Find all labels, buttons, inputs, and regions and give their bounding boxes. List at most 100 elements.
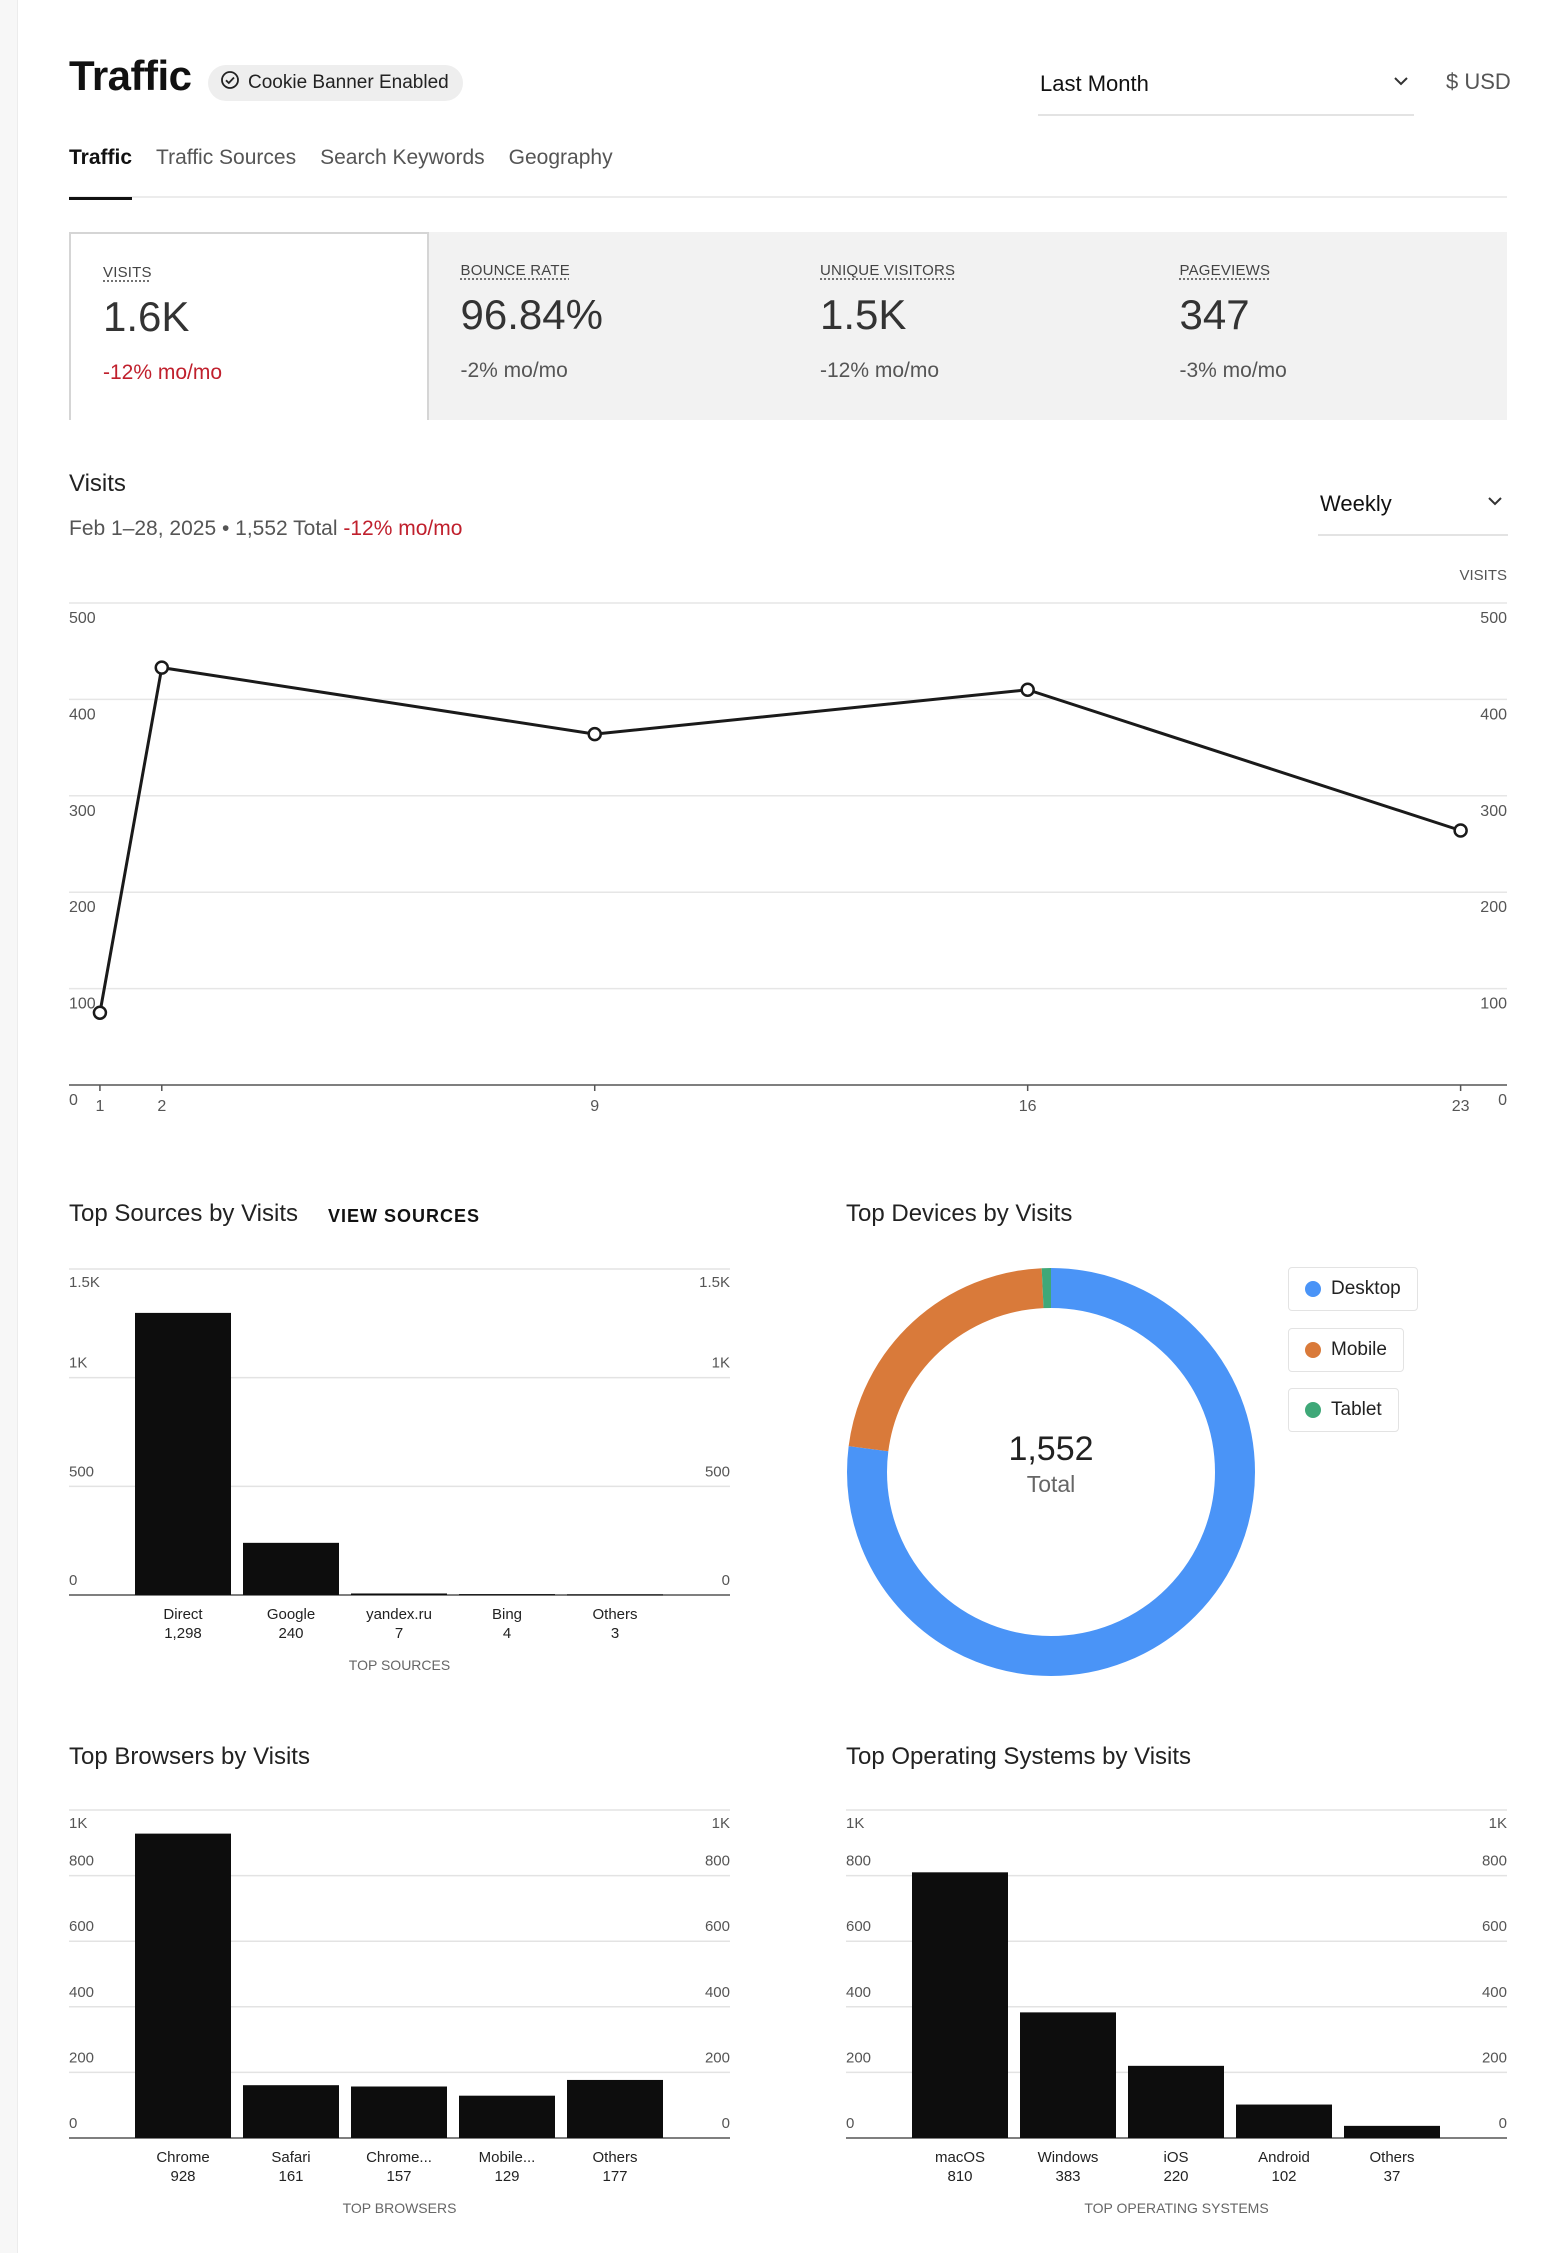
bar-category-label: Google — [267, 1606, 315, 1623]
x-axis-label: TOP BROWSERS — [343, 2200, 457, 2216]
x-axis-label: TOP OPERATING SYSTEMS — [1084, 2200, 1268, 2216]
bar-category-label: Others — [592, 1606, 637, 1623]
bar-value-label: 3 — [611, 1625, 619, 1642]
bar — [1344, 2125, 1440, 2138]
bar — [243, 2085, 339, 2138]
y-tick-label-right: 800 — [705, 1853, 730, 1870]
y-axis-label: VISITS — [1459, 567, 1507, 584]
bar — [351, 1593, 447, 1595]
data-point — [92, 1005, 108, 1020]
period-select[interactable]: Last Month — [1038, 60, 1414, 116]
y-tick-label-right: 500 — [705, 1463, 730, 1480]
currency-label[interactable]: $ USD — [1446, 69, 1511, 94]
kpi-delta: -12% mo/mo — [820, 359, 940, 382]
bar-value-label: 220 — [1163, 2168, 1188, 2185]
kpi-delta: -3% mo/mo — [1179, 359, 1287, 382]
bar — [912, 1872, 1008, 2138]
y-tick-label-right: 800 — [1482, 1853, 1507, 1870]
left-rail — [0, 0, 18, 2253]
kpi-card-visits[interactable]: VISITS 1.6K -12% mo/mo — [69, 232, 429, 420]
cookie-banner-badge[interactable]: Cookie Banner Enabled — [208, 65, 463, 101]
y-tick-label-left: 600 — [846, 1918, 871, 1935]
y-tick-label-left: 300 — [69, 803, 96, 820]
chevron-down-icon — [1484, 490, 1506, 518]
kpi-value: 347 — [1179, 291, 1250, 338]
donut-total-value: 1,552 — [1008, 1430, 1094, 1468]
bar-category-label: Safari — [271, 2149, 310, 2166]
bar-category-label: iOS — [1163, 2149, 1188, 2166]
legend-mobile[interactable]: Mobile — [1288, 1328, 1404, 1372]
interval-select[interactable]: Weekly — [1318, 480, 1508, 536]
bar-category-label: Android — [1258, 2149, 1310, 2166]
bar — [1128, 2065, 1224, 2138]
y-tick-label-right: 1K — [712, 1355, 730, 1372]
devices-donut-chart[interactable] — [846, 1265, 1256, 1680]
browsers-bar-chart[interactable]: 0 0 200 200 400 400 600 600 800 800 1K 1K Chrome 928 S… — [0, 1790, 780, 2230]
donut-slice-tablet — [847, 1268, 1255, 1676]
bar-category-label: Others — [1369, 2149, 1414, 2166]
bar-value-label: 7 — [395, 1625, 403, 1642]
tab-geography[interactable]: Geography — [508, 146, 613, 169]
kpi-card-unique-visitors[interactable]: UNIQUE VISITORS 1.5K -12% mo/mo — [788, 232, 1148, 420]
bar-value-label: 928 — [170, 2168, 195, 2185]
y-tick-label-right: 500 — [1480, 610, 1507, 627]
y-tick-label-right: 100 — [1480, 996, 1507, 1013]
kpi-card-pageviews[interactable]: PAGEVIEWS 347 -3% mo/mo — [1148, 232, 1508, 420]
bar-category-label: Windows — [1038, 2149, 1099, 2166]
y-tick-label-right: 400 — [705, 1984, 730, 2001]
bar — [459, 1594, 555, 1596]
os-bar-chart[interactable]: 0 0 200 200 400 400 600 600 800 800 1K 1K macOS 810 Wi… — [776, 1790, 1556, 2230]
check-circle-icon — [220, 70, 240, 96]
interval-select-value: Weekly — [1320, 491, 1392, 516]
devices-title: Top Devices by Visits — [846, 1200, 1073, 1227]
visits-line-chart[interactable]: VISITS 0 0 100 100 200 200 300 300 400 400 500 500 1 2… — [0, 560, 1556, 1120]
kpi-card-bounce-rate[interactable]: BOUNCE RATE 96.84% -2% mo/mo — [429, 232, 789, 420]
bar-category-label: Others — [592, 2149, 637, 2166]
bar-value-label: 157 — [386, 2168, 411, 2185]
bar-category-label: Direct — [163, 1606, 203, 1623]
kpi-label: UNIQUE VISITORS — [820, 262, 956, 279]
bar-value-label: 240 — [278, 1625, 303, 1642]
y-tick-label-right: 200 — [705, 2049, 730, 2066]
legend-dot — [1305, 1342, 1321, 1358]
bar — [459, 2095, 555, 2138]
x-tick-label: 9 — [590, 1098, 599, 1115]
tab-search-keywords[interactable]: Search Keywords — [320, 146, 485, 169]
y-tick-label-right: 1.5K — [699, 1274, 730, 1291]
y-tick-label-right: 0 — [1498, 1092, 1507, 1109]
page-title: Traffic — [69, 52, 192, 99]
bar — [135, 1312, 231, 1595]
y-tick-label-left: 0 — [69, 1092, 78, 1109]
y-tick-label-right: 200 — [1482, 2049, 1507, 2066]
chevron-down-icon — [1390, 70, 1412, 98]
legend-dot — [1305, 1281, 1321, 1297]
y-tick-label-right: 600 — [1482, 1918, 1507, 1935]
bar-value-label: 383 — [1055, 2168, 1080, 2185]
y-tick-label-left: 200 — [69, 899, 96, 916]
bar-value-label: 102 — [1271, 2168, 1296, 2185]
legend-desktop[interactable]: Desktop — [1288, 1267, 1418, 1311]
y-tick-label-right: 0 — [722, 1572, 730, 1589]
tab-traffic-sources[interactable]: Traffic Sources — [156, 146, 297, 169]
bar — [567, 2079, 663, 2138]
y-tick-label-left: 600 — [69, 1918, 94, 1935]
bar-category-label: Mobile... — [479, 2149, 536, 2166]
bar — [567, 1594, 663, 1596]
kpi-value: 96.84% — [460, 291, 603, 338]
kpi-value: 1.5K — [820, 291, 907, 338]
tab-traffic[interactable]: Traffic — [69, 140, 133, 200]
bar-value-label: 129 — [494, 2168, 519, 2185]
y-tick-label-right: 400 — [1482, 1984, 1507, 2001]
bar-value-label: 177 — [602, 2168, 627, 2185]
bar — [1236, 2104, 1332, 2138]
y-tick-label-left: 1.5K — [69, 1274, 100, 1291]
period-select-value: Last Month — [1040, 71, 1149, 96]
bar-category-label: Chrome... — [366, 2149, 432, 2166]
sources-bar-chart[interactable]: 0 0 500 500 1K 1K 1.5K 1.5K Direct 1,298 Google 240… — [0, 1250, 780, 1690]
bar-category-label: yandex.ru — [366, 1606, 432, 1623]
view-sources-link[interactable]: VIEW SOURCES — [328, 1206, 481, 1226]
y-tick-label-left: 800 — [846, 1853, 871, 1870]
y-tick-label-left: 800 — [69, 1853, 94, 1870]
legend-tablet[interactable]: Tablet — [1288, 1388, 1399, 1432]
kpi-delta: -12% mo/mo — [103, 361, 223, 384]
